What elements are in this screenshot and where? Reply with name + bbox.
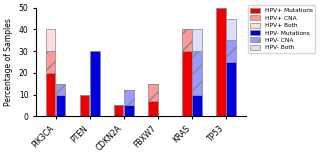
Bar [46, 29, 55, 51]
Bar [182, 29, 192, 51]
Bar [227, 62, 236, 116]
Bar [90, 51, 100, 116]
Bar [56, 95, 65, 116]
Bar [182, 51, 192, 116]
Bar [192, 51, 202, 95]
Y-axis label: Percentage of Samples: Percentage of Samples [4, 18, 13, 106]
Bar [46, 73, 55, 116]
Bar [192, 29, 202, 51]
Bar [227, 19, 236, 40]
Bar [124, 106, 134, 116]
Bar [227, 40, 236, 62]
Bar [56, 84, 65, 95]
Bar [148, 101, 157, 116]
Legend: HPV+ Mutations, HPV+ CNA, HPV+ Both, HPV- Mutations, HPV- CNA, HPV- Both: HPV+ Mutations, HPV+ CNA, HPV+ Both, HPV… [248, 5, 316, 53]
Bar [114, 106, 124, 116]
Bar [148, 84, 157, 101]
Bar [80, 95, 89, 116]
Bar [46, 51, 55, 73]
Bar [216, 8, 226, 116]
Bar [192, 95, 202, 116]
Bar [124, 90, 134, 106]
